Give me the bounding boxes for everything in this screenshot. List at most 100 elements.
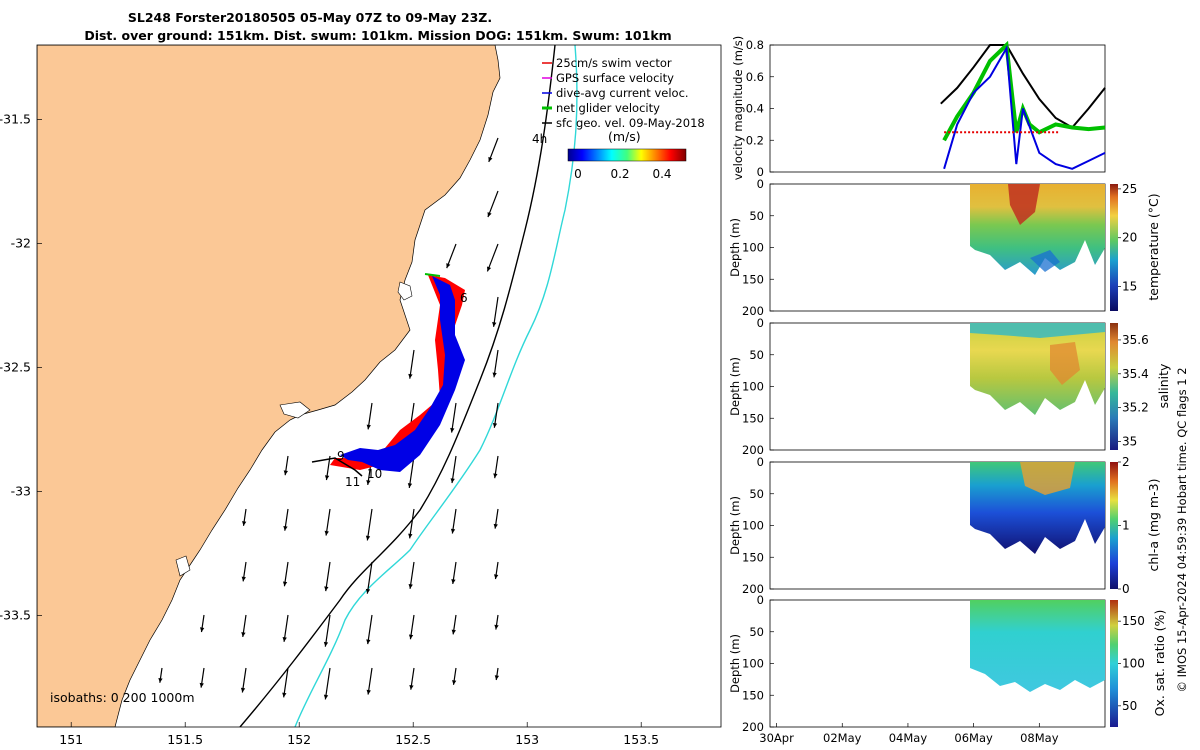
time-tick-label: 30Apr: [759, 731, 794, 745]
velocity-arrowhead: [240, 687, 246, 693]
velocity-arrow: [451, 402, 457, 433]
depth-tick-label: 100: [742, 241, 764, 255]
velocity-series: [940, 40, 1106, 170]
depth-tick-label: 150: [742, 550, 764, 564]
velocity-ytick-label: 0.8: [746, 38, 764, 52]
depth-tick-label: 200: [742, 720, 764, 734]
depth-tick-label: 0: [757, 177, 764, 191]
velocity-arrowhead: [488, 156, 493, 162]
velocity-y-axis: 0 0.2 0.4 0.6 0.8: [746, 38, 774, 179]
velocity-arrowhead: [324, 530, 329, 536]
colorbar-tick-label: 1: [1122, 519, 1130, 533]
legend-dive-avg: dive-avg current veloc.: [556, 86, 689, 100]
colorbar-tick-label: 35.6: [1122, 333, 1149, 347]
velocity-arrow: [324, 614, 331, 647]
colorbar-tick-label: 20: [1122, 231, 1137, 245]
velocity-arrowhead: [366, 689, 371, 695]
velocity-arrowhead: [492, 372, 497, 378]
velocity-arrowhead: [324, 586, 329, 592]
velocity-arrowhead: [366, 480, 371, 485]
legend-gps-velocity: GPS surface velocity: [556, 71, 674, 85]
depth-axis-label: Depth (m): [728, 496, 742, 555]
velocity-arrowhead: [493, 523, 498, 529]
colorbar-tick-label: 25: [1122, 182, 1137, 196]
temperature-section: [970, 184, 1105, 275]
depth-tick-label: 100: [742, 657, 764, 671]
legend-net-velocity: net glider velocity: [556, 101, 660, 115]
isobath-200m: [239, 45, 556, 727]
time-axis: 30Apr 02May 04May 06May 08May: [759, 723, 1059, 745]
oxygen-colorbar-label: Ox. sat. ratio (%): [1152, 610, 1167, 717]
salinity-fresh-top: [970, 323, 1105, 338]
velocity-arrow: [325, 561, 331, 592]
velocity-arrowhead: [199, 627, 205, 633]
colorbar-tick-label: 150: [1122, 614, 1145, 628]
glider-track: [311, 273, 465, 477]
map-legend: 25cm/s swim vector GPS surface velocity …: [532, 56, 705, 181]
velocity-arrow: [493, 349, 499, 378]
map-frame: [36, 44, 722, 728]
velocity-arrowhead: [408, 584, 413, 589]
velocity-arrow: [408, 455, 415, 489]
salinity-colorbar-label: salinity: [1156, 363, 1171, 408]
map-xtick-label: 152: [287, 732, 311, 747]
track-black-line: [311, 457, 363, 477]
velocity-arrow: [486, 243, 499, 272]
velocity-arrowhead: [450, 427, 455, 433]
legend-swim-vector: 25cm/s swim vector: [556, 56, 672, 70]
chlorophyll-bloom: [1020, 462, 1075, 495]
chlorophyll-colorbar-label: chl-a (mg m-3): [1146, 479, 1161, 572]
velocity-arrowhead: [242, 521, 247, 526]
time-tick-label: 08May: [1020, 731, 1059, 745]
velocity-arrowhead: [492, 322, 497, 327]
depth-tick-label: 100: [742, 380, 764, 394]
velocity-arrowhead: [451, 629, 456, 635]
velocity-arrowhead: [451, 579, 456, 584]
map-colorbar-tick-0: 0: [574, 167, 582, 181]
velocity-arrowhead: [450, 528, 456, 534]
depth-tick-label: 150: [742, 688, 764, 702]
velocity-arrow: [409, 508, 415, 539]
isobath-label: isobaths: 0 200 1000m: [50, 690, 195, 705]
colorbar-tick-label: 100: [1122, 657, 1145, 671]
velocity-arrowhead: [409, 684, 414, 690]
velocity-arrowhead: [494, 624, 499, 630]
depth-tick-label: 200: [742, 443, 764, 457]
day-label-9: 9: [337, 449, 345, 463]
velocity-arrowhead: [494, 675, 500, 680]
map-xtick-label: 151.5: [167, 732, 203, 747]
velocity-arrow: [367, 614, 373, 645]
depth-tick-label: 150: [742, 411, 764, 425]
map-panel: 6 9 10 11 151 151.5 152 152.5 153 153.5 -31.5…: [0, 44, 722, 747]
velocity-arrowhead: [446, 263, 451, 269]
velocity-arrowhead: [452, 680, 457, 685]
hour-label: 4h: [532, 132, 547, 146]
colorbar-tick-label: 50: [1122, 699, 1137, 713]
title-line-1: SL248 Forster20180505 05-May 07Z to 09-M…: [128, 10, 492, 25]
imos-credit: © IMOS 15-Apr-2024 04:59:39 Hobart time.…: [1175, 367, 1189, 692]
day-label-11: 11: [345, 475, 360, 489]
velocity-ytick-label: 0: [757, 165, 764, 179]
velocity-arrow: [451, 455, 457, 484]
day-label-6: 6: [460, 291, 468, 305]
depth-tick-label: 50: [749, 625, 764, 639]
oxygen-colorbar: [1110, 600, 1118, 727]
time-tick-label: 02May: [823, 731, 862, 745]
lake-coastal-3: [175, 555, 191, 577]
velocity-arrowhead: [199, 682, 204, 688]
velocity-arrow: [283, 667, 289, 698]
velocity-arrowhead: [323, 641, 329, 647]
lake-coastal-1: [397, 281, 413, 301]
velocity-arrow: [283, 614, 289, 642]
temperature-colorbar-label: temperature (°C): [1146, 193, 1161, 300]
depth-axes: 0 50 100 150 200 Depth (m) 0 50 100 150 200 Depth (…: [728, 177, 774, 734]
temperature-colorbar: [1110, 184, 1118, 311]
salinity-colorbar: [1110, 323, 1118, 450]
colorbar-tick-label: 35.4: [1122, 367, 1149, 381]
velocity-arrowhead: [282, 637, 287, 642]
isobath-1000m: [294, 45, 578, 727]
depth-tick-label: 50: [749, 209, 764, 223]
depth-tick-label: 200: [742, 582, 764, 596]
velocity-arrowhead: [282, 692, 287, 698]
